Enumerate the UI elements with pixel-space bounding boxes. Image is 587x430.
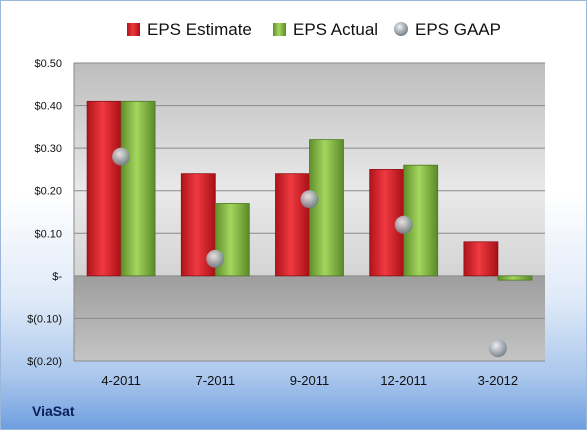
eps-gaap-point: [112, 147, 131, 166]
eps-actual-bar: [497, 275, 533, 281]
plot-area: $0.50 $0.40 $0.30 $0.20 $0.10 $- $(0.10) $(0.20…: [27, 58, 545, 388]
eps-gaap-point: [488, 339, 507, 358]
x-tick-label: 12-2011: [380, 373, 427, 388]
eps-actual-legend-label: EPS Actual: [293, 20, 378, 39]
y-tick-label: $0.50: [34, 58, 62, 70]
eps-estimate-legend-swatch: [127, 23, 140, 36]
eps-actual-legend-swatch: [273, 23, 286, 36]
eps-estimate-bar: [463, 241, 499, 277]
eps-estimate-bar: [86, 100, 122, 277]
company-name: ViaSat: [32, 403, 75, 419]
eps-estimate-legend-label: EPS Estimate: [147, 20, 252, 39]
eps-actual-bar: [309, 139, 344, 277]
eps-gaap-point: [300, 190, 319, 209]
x-tick-label: 4-2011: [101, 373, 141, 388]
y-tick-label: $0.40: [34, 101, 62, 113]
y-tick-label: $(0.10): [27, 313, 62, 325]
x-tick-label: 9-2011: [290, 373, 330, 388]
eps-actual-bar: [120, 100, 156, 277]
y-tick-label: $0.10: [34, 228, 62, 240]
y-tick-label: $-: [52, 271, 62, 283]
y-tick-label: $0.30: [34, 143, 62, 155]
legend: EPS Estimate EPS Actual EPS GAAP: [127, 20, 501, 39]
eps-gaap-point: [394, 215, 413, 234]
eps-estimate-bar: [275, 173, 310, 277]
eps-gaap-legend-label: EPS GAAP: [415, 20, 501, 39]
eps-gaap-legend-swatch: [394, 22, 408, 36]
y-tick-label: $(0.20): [27, 356, 62, 368]
eps-gaap-point: [206, 249, 225, 268]
x-tick-label: 7-2011: [196, 373, 236, 388]
x-tick-label: 3-2012: [478, 373, 518, 388]
y-tick-label: $0.20: [34, 186, 62, 198]
